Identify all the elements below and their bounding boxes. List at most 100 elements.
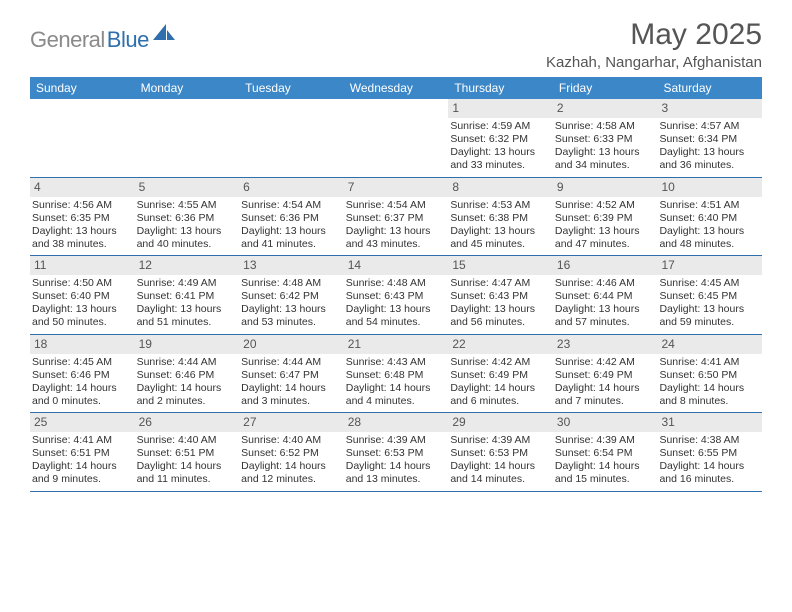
day-cell: 2Sunrise: 4:58 AMSunset: 6:33 PMDaylight… <box>553 99 658 177</box>
day-number: 11 <box>30 256 135 275</box>
day-cell: 21Sunrise: 4:43 AMSunset: 6:48 PMDayligh… <box>344 335 449 413</box>
daylight-text: Daylight: 14 hours and 8 minutes. <box>659 382 758 408</box>
sunrise-text: Sunrise: 4:57 AM <box>659 120 758 133</box>
logo: GeneralBlue <box>30 18 175 55</box>
daylight-text: Daylight: 14 hours and 15 minutes. <box>555 460 654 486</box>
sunrise-text: Sunrise: 4:40 AM <box>137 434 236 447</box>
day-body: Sunrise: 4:57 AMSunset: 6:34 PMDaylight:… <box>657 120 762 173</box>
sunrise-text: Sunrise: 4:45 AM <box>659 277 758 290</box>
daylight-text: Daylight: 14 hours and 12 minutes. <box>241 460 340 486</box>
day-body: Sunrise: 4:40 AMSunset: 6:52 PMDaylight:… <box>239 434 344 487</box>
dow-tuesday: Tuesday <box>239 77 344 99</box>
calendar-grid: Sunday Monday Tuesday Wednesday Thursday… <box>30 77 762 492</box>
sunrise-text: Sunrise: 4:52 AM <box>555 199 654 212</box>
day-body: Sunrise: 4:54 AMSunset: 6:36 PMDaylight:… <box>239 199 344 252</box>
day-number: 1 <box>448 99 553 118</box>
sunset-text: Sunset: 6:46 PM <box>32 369 131 382</box>
day-body: Sunrise: 4:53 AMSunset: 6:38 PMDaylight:… <box>448 199 553 252</box>
sunset-text: Sunset: 6:49 PM <box>555 369 654 382</box>
sunset-text: Sunset: 6:53 PM <box>346 447 445 460</box>
week-row: 1 Sunrise: 4:59 AMSunset: 6:32 PMDaylight… <box>30 99 762 178</box>
sunrise-text: Sunrise: 4:54 AM <box>241 199 340 212</box>
sunrise-text: Sunrise: 4:51 AM <box>659 199 758 212</box>
day-number: 9 <box>553 178 658 197</box>
day-number: 20 <box>239 335 344 354</box>
daylight-text: Daylight: 13 hours and 43 minutes. <box>346 225 445 251</box>
daylight-text: Daylight: 14 hours and 9 minutes. <box>32 460 131 486</box>
day-number: 6 <box>239 178 344 197</box>
day-cell: 24Sunrise: 4:41 AMSunset: 6:50 PMDayligh… <box>657 335 762 413</box>
day-body: Sunrise: 4:46 AMSunset: 6:44 PMDaylight:… <box>553 277 658 330</box>
day-body: Sunrise: 4:40 AMSunset: 6:51 PMDaylight:… <box>135 434 240 487</box>
day-number: 12 <box>135 256 240 275</box>
day-number: 2 <box>553 99 658 118</box>
day-cell: 7Sunrise: 4:54 AMSunset: 6:37 PMDaylight… <box>344 178 449 256</box>
logo-text-gray: General <box>30 27 105 53</box>
empty-day-cell <box>135 99 240 177</box>
sunrise-text: Sunrise: 4:42 AM <box>555 356 654 369</box>
daylight-text: Daylight: 13 hours and 40 minutes. <box>137 225 236 251</box>
daylight-text: Daylight: 13 hours and 34 minutes. <box>555 146 654 172</box>
day-body: Sunrise: 4:44 AMSunset: 6:47 PMDaylight:… <box>239 356 344 409</box>
day-number: 8 <box>448 178 553 197</box>
daylight-text: Daylight: 13 hours and 56 minutes. <box>450 303 549 329</box>
day-body: Sunrise: 4:41 AMSunset: 6:51 PMDaylight:… <box>30 434 135 487</box>
sunrise-text: Sunrise: 4:55 AM <box>137 199 236 212</box>
daylight-text: Daylight: 13 hours and 50 minutes. <box>32 303 131 329</box>
day-body: Sunrise: 4:39 AMSunset: 6:53 PMDaylight:… <box>344 434 449 487</box>
day-number: 31 <box>657 413 762 432</box>
day-body: Sunrise: 4:48 AMSunset: 6:43 PMDaylight:… <box>344 277 449 330</box>
weeks-container: 1 Sunrise: 4:59 AMSunset: 6:32 PMDaylight… <box>30 99 762 492</box>
sunset-text: Sunset: 6:44 PM <box>555 290 654 303</box>
daylight-text: Daylight: 13 hours and 54 minutes. <box>346 303 445 329</box>
sunrise-text: Sunrise: 4:41 AM <box>32 434 131 447</box>
day-body: Sunrise: 4:45 AMSunset: 6:45 PMDaylight:… <box>657 277 762 330</box>
dow-monday: Monday <box>135 77 240 99</box>
empty-day-cell <box>239 99 344 177</box>
day-cell: 14Sunrise: 4:48 AMSunset: 6:43 PMDayligh… <box>344 256 449 334</box>
daylight-text: Daylight: 13 hours and 41 minutes. <box>241 225 340 251</box>
dow-sunday: Sunday <box>30 77 135 99</box>
day-body: Sunrise: 4:42 AMSunset: 6:49 PMDaylight:… <box>553 356 658 409</box>
day-cell: 29Sunrise: 4:39 AMSunset: 6:53 PMDayligh… <box>448 413 553 491</box>
day-cell: 26Sunrise: 4:40 AMSunset: 6:51 PMDayligh… <box>135 413 240 491</box>
dow-thursday: Thursday <box>448 77 553 99</box>
day-body: Sunrise: 4:56 AMSunset: 6:35 PMDaylight:… <box>30 199 135 252</box>
sunset-text: Sunset: 6:41 PM <box>137 290 236 303</box>
daylight-text: Daylight: 13 hours and 36 minutes. <box>659 146 758 172</box>
sunrise-text: Sunrise: 4:58 AM <box>555 120 654 133</box>
day-body: Sunrise: 4:38 AMSunset: 6:55 PMDaylight:… <box>657 434 762 487</box>
daylight-text: Daylight: 14 hours and 11 minutes. <box>137 460 236 486</box>
sunrise-text: Sunrise: 4:48 AM <box>241 277 340 290</box>
day-number: 21 <box>344 335 449 354</box>
day-body: Sunrise: 4:44 AMSunset: 6:46 PMDaylight:… <box>135 356 240 409</box>
day-cell: 5Sunrise: 4:55 AMSunset: 6:36 PMDaylight… <box>135 178 240 256</box>
sunrise-text: Sunrise: 4:42 AM <box>450 356 549 369</box>
sunset-text: Sunset: 6:45 PM <box>659 290 758 303</box>
sunset-text: Sunset: 6:51 PM <box>32 447 131 460</box>
day-cell: 20 Sunrise: 4:44 AMSunset: 6:47 PMDayligh… <box>239 335 344 413</box>
daylight-text: Daylight: 14 hours and 14 minutes. <box>450 460 549 486</box>
sunset-text: Sunset: 6:43 PM <box>346 290 445 303</box>
sunrise-text: Sunrise: 4:39 AM <box>346 434 445 447</box>
day-cell: 19Sunrise: 4:44 AMSunset: 6:46 PMDayligh… <box>135 335 240 413</box>
dow-friday: Friday <box>553 77 658 99</box>
day-cell: 17Sunrise: 4:45 AMSunset: 6:45 PMDayligh… <box>657 256 762 334</box>
day-body: Sunrise: 4:49 AMSunset: 6:41 PMDaylight:… <box>135 277 240 330</box>
sunset-text: Sunset: 6:40 PM <box>32 290 131 303</box>
day-body: Sunrise: 4:59 AMSunset: 6:32 PMDaylight:… <box>448 120 553 173</box>
daylight-text: Daylight: 14 hours and 2 minutes. <box>137 382 236 408</box>
week-row: 25Sunrise: 4:41 AMSunset: 6:51 PMDayligh… <box>30 413 762 492</box>
day-number: 22 <box>448 335 553 354</box>
sunset-text: Sunset: 6:32 PM <box>450 133 549 146</box>
day-number: 18 <box>30 335 135 354</box>
dow-row: Sunday Monday Tuesday Wednesday Thursday… <box>30 77 762 99</box>
day-body: Sunrise: 4:52 AMSunset: 6:39 PMDaylight:… <box>553 199 658 252</box>
day-cell: 31 Sunrise: 4:38 AMSunset: 6:55 PMDayligh… <box>657 413 762 491</box>
day-cell: 22Sunrise: 4:42 AMSunset: 6:49 PMDayligh… <box>448 335 553 413</box>
sunset-text: Sunset: 6:47 PM <box>241 369 340 382</box>
sunset-text: Sunset: 6:53 PM <box>450 447 549 460</box>
location-text: Kazhah, Nangarhar, Afghanistan <box>546 54 762 71</box>
day-body: Sunrise: 4:48 AMSunset: 6:42 PMDaylight:… <box>239 277 344 330</box>
sunset-text: Sunset: 6:52 PM <box>241 447 340 460</box>
